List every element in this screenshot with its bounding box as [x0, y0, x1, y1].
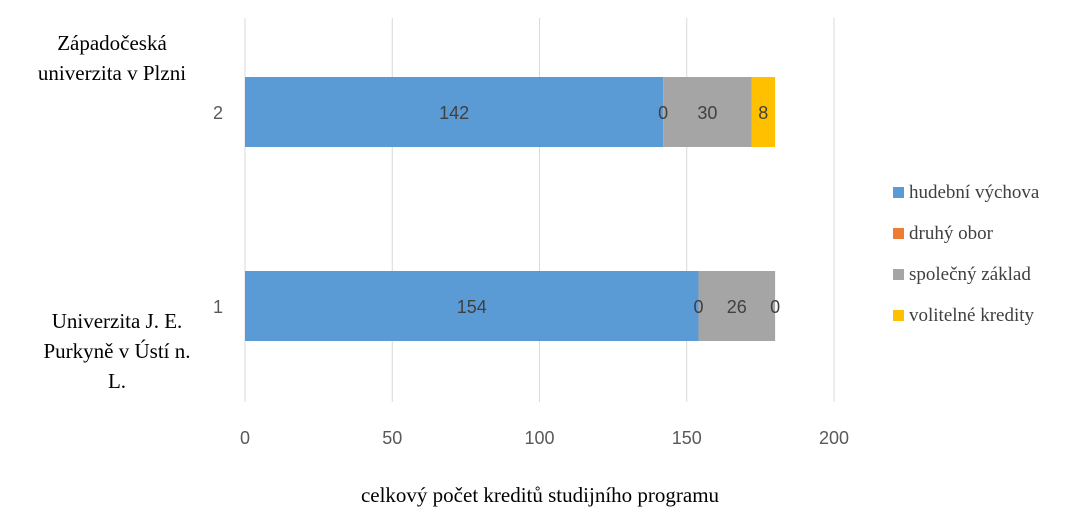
category-label: Univerzita J. E. Purkyně v Ústí n. L.	[44, 309, 191, 393]
bars	[245, 77, 776, 341]
bar-segment	[698, 271, 776, 341]
x-tick-label: 0	[240, 428, 250, 448]
bar-segment	[751, 77, 776, 147]
x-tick-label: 100	[524, 428, 554, 448]
x-tick-label: 200	[819, 428, 849, 448]
x-axis-ticks: 0 50 100 150 200	[240, 428, 849, 448]
bar-segment	[245, 77, 664, 147]
legend: hudební výchova druhý obor společný základ…	[893, 182, 1040, 326]
x-axis-label: celkový počet kreditů studijního program…	[361, 483, 720, 507]
gridlines	[244, 18, 835, 402]
legend-swatch	[893, 310, 904, 321]
legend-entry: hudební výchova	[909, 182, 1040, 203]
legend-swatch	[893, 228, 904, 239]
bar-segment	[245, 271, 699, 341]
legend-entry: společný základ	[909, 264, 1031, 285]
bar-segment	[663, 77, 752, 147]
data-label: 0	[694, 297, 704, 317]
y-axis-ticks: 12	[213, 103, 223, 317]
legend-entry: druhý obor	[909, 223, 994, 244]
data-label: 154	[457, 297, 487, 317]
y-tick-label: 1	[213, 297, 223, 317]
data-label: 142	[439, 103, 469, 123]
category-label: Západočeská univerzita v Plzni	[38, 31, 186, 85]
data-label: 8	[758, 103, 768, 123]
data-label: 0	[770, 297, 780, 317]
data-label: 30	[697, 103, 717, 123]
y-tick-label: 2	[213, 103, 223, 123]
legend-swatch	[893, 269, 904, 280]
legend-swatch	[893, 187, 904, 198]
x-tick-label: 150	[672, 428, 702, 448]
data-label: 0	[658, 103, 668, 123]
legend-entry: volitelné kredity	[909, 305, 1035, 326]
category-labels: Univerzita J. E. Purkyně v Ústí n. L. Západ…	[38, 31, 191, 393]
x-tick-label: 50	[382, 428, 402, 448]
data-label: 26	[727, 297, 747, 317]
data-labels: 154 0 26 0 142 0 30 8	[439, 103, 780, 317]
